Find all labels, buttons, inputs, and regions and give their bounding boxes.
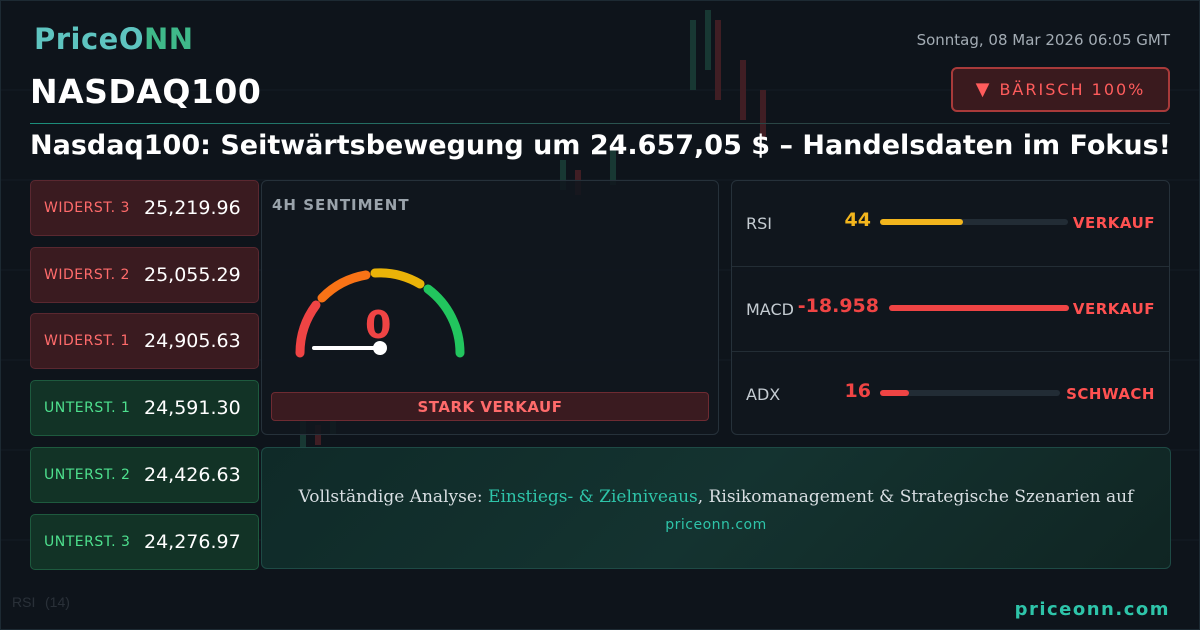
indicator-bar-fill (880, 219, 963, 225)
cta-suffix: , Risikomanagement & Strategische Szenar… (697, 487, 1134, 507)
badge-label: BÄRISCH 100% (999, 80, 1146, 99)
level-support-3: UNTERST. 3 24,276.97 (30, 514, 259, 570)
indicator-bar (880, 390, 1060, 396)
level-value: 24,426.63 (144, 464, 241, 486)
sentiment-title: 4H SENTIMENT (272, 196, 410, 214)
footer-url-link[interactable]: priceonn.com (1014, 599, 1170, 620)
level-name: WIDERST. 1 (44, 333, 130, 349)
level-support-2: UNTERST. 2 24,426.63 (30, 447, 259, 503)
indicator-bar (880, 219, 1068, 225)
gauge-segment-orange (317, 270, 371, 303)
cta-url-link[interactable]: priceonn.com (665, 517, 767, 533)
level-name: UNTERST. 3 (44, 534, 131, 550)
indicator-name: ADX (746, 385, 781, 404)
indicator-macd: MACD -18.958 VERKAUF (732, 266, 1169, 351)
background-rsi-label: RSI (12, 594, 35, 610)
sentiment-panel: 4H SENTIMENT 0 STARK VERKAUF (261, 180, 719, 435)
indicator-value: 44 (844, 209, 871, 231)
indicator-value: 16 (844, 380, 871, 402)
level-value: 25,055.29 (144, 264, 241, 286)
gauge-pivot (373, 341, 387, 355)
headline: Nasdaq100: Seitwärtsbewegung um 24.657,0… (30, 130, 1171, 161)
level-resistance-3: WIDERST. 3 25,219.96 (30, 180, 259, 236)
indicator-bar-fill (889, 305, 1069, 311)
background-rsi-period: (14) (45, 594, 70, 610)
timestamp: Sonntag, 08 Mar 2026 06:05 GMT (916, 31, 1170, 49)
gauge-segment-green (423, 284, 465, 358)
triangle-down-icon: ▼ (975, 79, 990, 100)
level-value: 24,276.97 (144, 531, 241, 553)
level-name: UNTERST. 2 (44, 467, 131, 483)
level-resistance-1: WIDERST. 1 24,905.63 (30, 313, 259, 369)
level-value: 24,591.30 (144, 397, 241, 419)
gauge-segment-yellow (370, 268, 425, 289)
level-support-1: UNTERST. 1 24,591.30 (30, 380, 259, 436)
level-resistance-2: WIDERST. 2 25,055.29 (30, 247, 259, 303)
sentiment-label: STARK VERKAUF (271, 392, 709, 421)
indicator-rsi: RSI 44 VERKAUF (732, 181, 1169, 266)
indicator-name: RSI (746, 214, 772, 233)
indicator-bar-fill (880, 390, 909, 396)
logo-accent: NN (144, 22, 194, 56)
indicator-bar (889, 305, 1069, 311)
level-value: 24,905.63 (144, 330, 241, 352)
level-name: UNTERST. 1 (44, 400, 131, 416)
level-value: 25,219.96 (144, 197, 241, 219)
header-divider (30, 123, 1170, 124)
indicator-name: MACD (746, 300, 794, 319)
indicator-signal: VERKAUF (1072, 300, 1155, 318)
bearish-badge: ▼ BÄRISCH 100% (951, 67, 1170, 112)
indicators-panel: RSI 44 VERKAUF MACD -18.958 VERKAUF ADX … (731, 180, 1170, 435)
cta-prefix: Vollständige Analyse: (298, 487, 489, 507)
brand-logo[interactable]: PriceONN (34, 22, 194, 56)
sentiment-value: 0 (365, 303, 392, 347)
logo-main: PriceO (34, 22, 145, 56)
gauge-segment-red (295, 300, 321, 358)
analysis-cta[interactable]: Vollständige Analyse: Einstiegs- & Zieln… (261, 447, 1171, 569)
indicator-signal: VERKAUF (1072, 214, 1155, 232)
cta-text: Vollständige Analyse: Einstiegs- & Zieln… (262, 487, 1170, 507)
indicator-signal: SCHWACH (1066, 385, 1155, 403)
level-name: WIDERST. 2 (44, 267, 130, 283)
indicator-adx: ADX 16 SCHWACH (732, 351, 1169, 436)
level-name: WIDERST. 3 (44, 200, 130, 216)
sentiment-gauge (295, 268, 465, 358)
indicator-value: -18.958 (797, 295, 879, 317)
symbol-title: NASDAQ100 (30, 72, 262, 111)
cta-highlight-link[interactable]: Einstiegs- & Zielniveaus (488, 487, 698, 507)
